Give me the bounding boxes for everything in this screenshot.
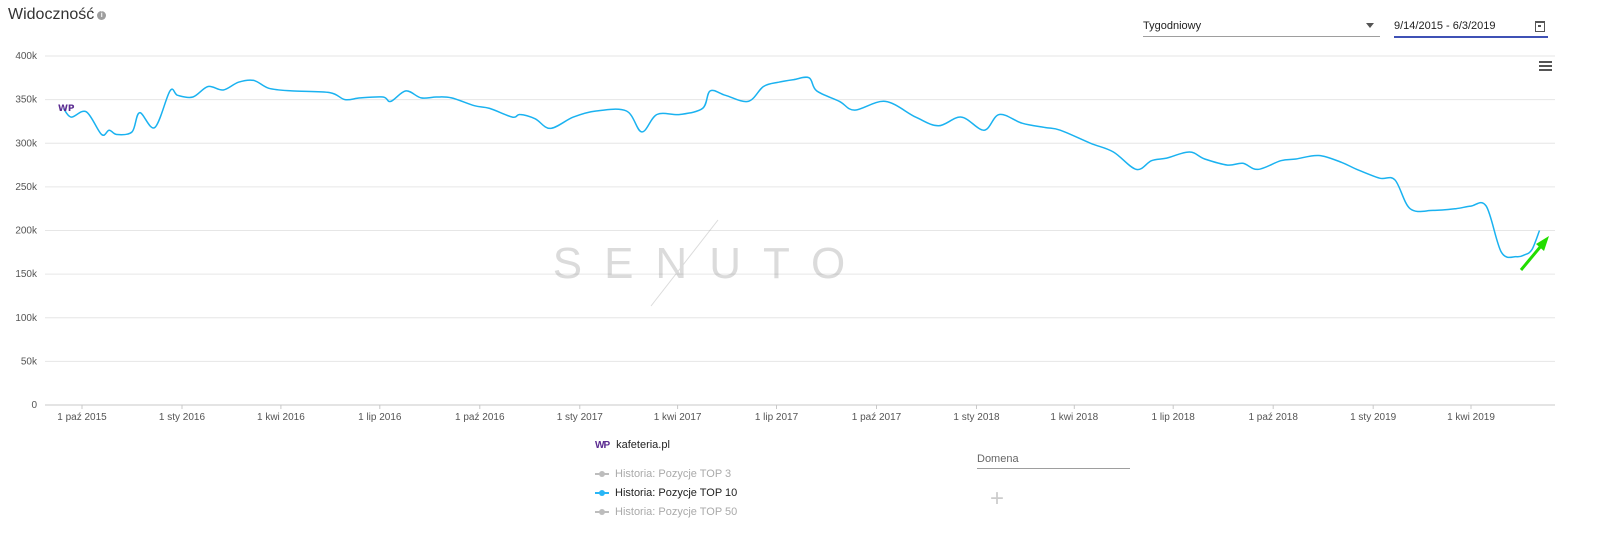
- x-tick-label: 1 lip 2016: [358, 412, 402, 423]
- series-line-top10: [62, 76, 1541, 259]
- period-select-value: Tygodniowy: [1143, 20, 1202, 32]
- y-tick-label: 300k: [15, 138, 38, 149]
- x-tick-label: 1 paź 2017: [852, 412, 902, 423]
- legend-item-label: Historia: Pozycje TOP 50: [615, 505, 738, 518]
- green-arrow-annotation: [1519, 236, 1549, 271]
- add-domain-button[interactable]: +: [990, 485, 1005, 512]
- domain-input-placeholder: Domena: [977, 453, 1019, 465]
- x-tick-label: 1 sty 2018: [953, 412, 1000, 423]
- senuto-watermark: SENUTO: [553, 219, 868, 307]
- legend-marker: [595, 507, 609, 517]
- wp-logo: WP: [595, 439, 610, 451]
- y-tick-label: 250k: [15, 182, 38, 193]
- period-select[interactable]: Tygodniowy: [1143, 18, 1380, 37]
- x-axis: 1 paź 2015 1 sty 2016 1 kwi 2016 1 lip 2016…: [57, 405, 1495, 423]
- x-tick-label: 1 paź 2018: [1248, 412, 1298, 423]
- info-icon[interactable]: i: [97, 11, 107, 20]
- x-tick-label: 1 lip 2018: [1152, 412, 1196, 423]
- watermark-text: SENUTO: [553, 239, 868, 288]
- grid-lines: [45, 55, 1555, 406]
- legend-item-top10[interactable]: Historia: Pozycje TOP 10: [595, 483, 737, 502]
- x-tick-label: 1 kwi 2019: [1447, 412, 1495, 423]
- x-tick-label: 1 lip 2017: [755, 412, 799, 423]
- x-tick-label: 1 kwi 2017: [654, 412, 702, 423]
- hamburger-menu-icon[interactable]: [1539, 61, 1552, 72]
- legend-marker: [595, 488, 609, 498]
- x-tick-label: 1 kwi 2018: [1050, 412, 1098, 423]
- date-range-value: 9/14/2015 - 6/3/2019: [1394, 20, 1496, 32]
- calendar-icon[interactable]: [1535, 21, 1545, 32]
- y-tick-label: 50k: [21, 356, 38, 367]
- svg-text:WP: WP: [58, 104, 75, 114]
- domain-input[interactable]: Domena: [977, 453, 1130, 469]
- x-tick-label: 1 sty 2017: [557, 412, 604, 423]
- date-range-input[interactable]: 9/14/2015 - 6/3/2019: [1394, 18, 1548, 38]
- y-tick-label: 400k: [15, 51, 38, 62]
- y-tick-label: 350k: [15, 95, 38, 106]
- visibility-chart: 0 50k 100k 150k 200k 250k 300k 350k 400k 1 paź 2…: [15, 51, 1555, 423]
- x-tick-label: 1 sty 2019: [1350, 412, 1397, 423]
- chart-title: Widoczność i: [8, 6, 107, 24]
- legend-marker: [595, 469, 609, 479]
- legend-item-top50[interactable]: Historia: Pozycje TOP 50: [595, 502, 737, 521]
- legend-item-top3[interactable]: Historia: Pozycje TOP 3: [595, 464, 737, 483]
- legend-item-label: Historia: Pozycje TOP 3: [615, 467, 732, 480]
- wp-logo-marker: WP: [58, 104, 75, 114]
- legend-site: WP kafeteria.pl: [595, 439, 737, 451]
- x-tick-label: 1 kwi 2016: [257, 412, 305, 423]
- legend-site-label: kafeteria.pl: [616, 439, 670, 451]
- y-tick-label: 150k: [15, 269, 38, 280]
- y-tick-label: 100k: [15, 313, 38, 324]
- legend-item-label: Historia: Pozycje TOP 10: [615, 486, 738, 499]
- y-tick-label: 200k: [15, 226, 38, 237]
- x-tick-label: 1 paź 2016: [455, 412, 505, 423]
- y-tick-label: 0: [31, 400, 37, 411]
- chart-legend: WP kafeteria.pl Historia: Pozycje TOP 3 …: [595, 439, 737, 521]
- x-tick-label: 1 sty 2016: [159, 412, 206, 423]
- chevron-down-icon: [1366, 23, 1374, 28]
- x-tick-label: 1 paź 2015: [57, 412, 107, 423]
- y-axis: 0 50k 100k 150k 200k 250k 300k 350k 400k: [15, 51, 38, 411]
